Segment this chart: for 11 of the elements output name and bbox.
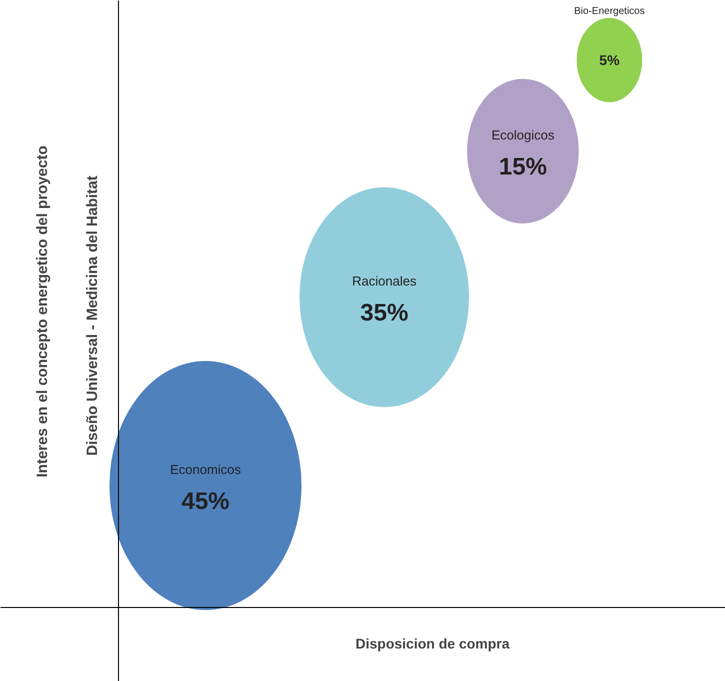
text: Diseño Universal - Medicina del Habitat xyxy=(84,176,101,456)
text: Interes en el concepto energetico del proyecto xyxy=(34,146,51,478)
category-label: Ecologicos xyxy=(491,128,555,143)
category-label: Economicos xyxy=(170,462,242,477)
data-label: 35% xyxy=(360,300,408,327)
data-label: 5% xyxy=(599,52,620,68)
data-label: 15% xyxy=(498,154,547,181)
category-label: Racionales xyxy=(352,274,417,289)
text: Disposicion de compra xyxy=(355,636,510,652)
data-label: 45% xyxy=(181,488,230,515)
category-label: Bio-Energeticos xyxy=(574,6,645,17)
